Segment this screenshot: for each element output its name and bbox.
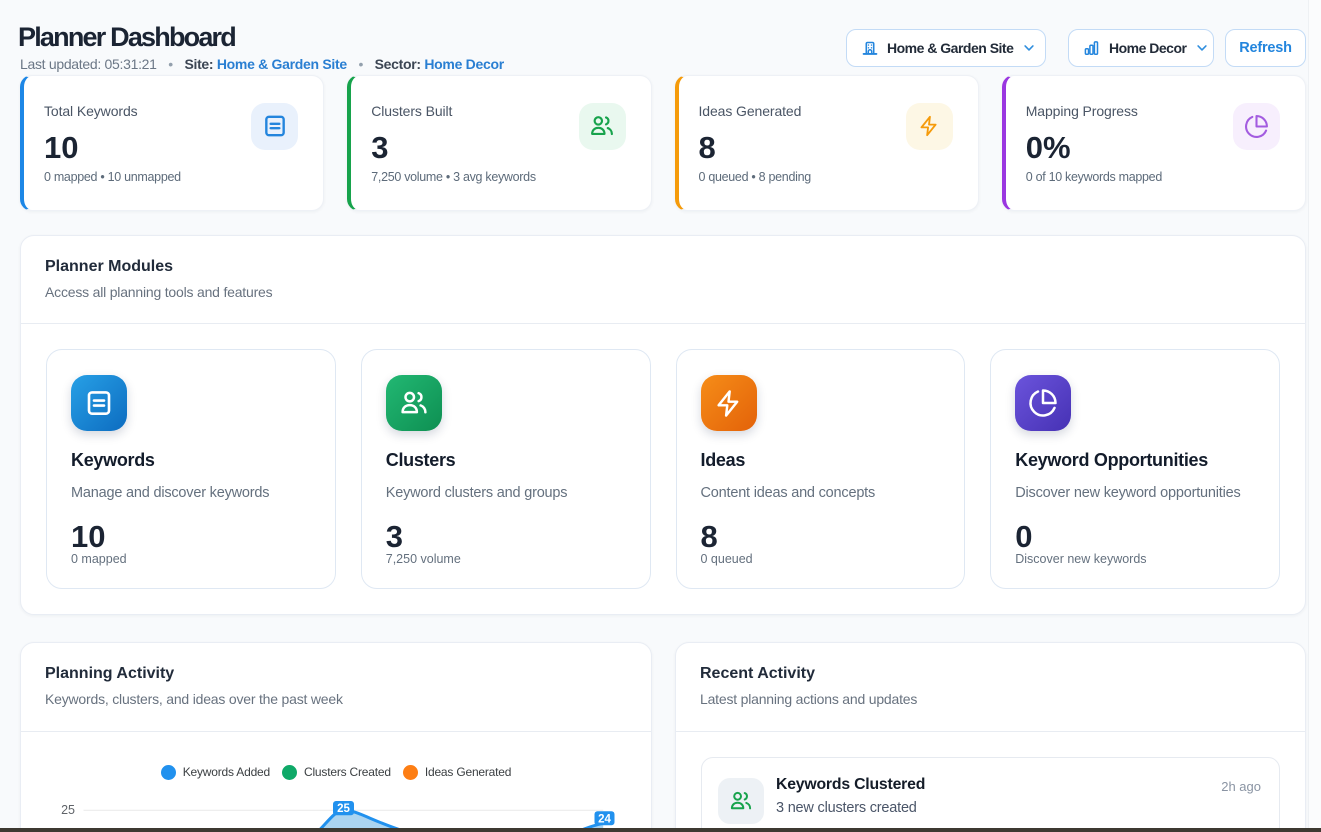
svg-text:25: 25 [61,803,75,817]
svg-text:25: 25 [337,803,350,815]
svg-text:24: 24 [598,813,611,825]
